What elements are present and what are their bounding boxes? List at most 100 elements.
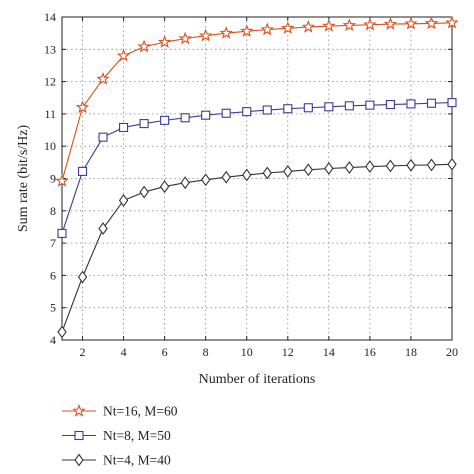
legend-label: Nt=4, M=40	[103, 453, 171, 468]
data-point	[201, 173, 211, 187]
data-point	[303, 103, 313, 113]
data-point	[385, 99, 395, 110]
y-tick-label: 4	[50, 333, 56, 347]
y-tick-label: 14	[44, 10, 56, 24]
data-point	[426, 98, 437, 108]
data-point	[344, 161, 355, 174]
data-point	[283, 104, 293, 114]
data-point	[98, 132, 108, 142]
data-point	[159, 180, 170, 194]
x-tick-label: 20	[446, 345, 458, 359]
data-point	[201, 110, 211, 120]
x-tick-label: 6	[162, 345, 168, 359]
data-point	[75, 100, 90, 114]
data-point	[424, 16, 439, 30]
data-point	[365, 100, 375, 110]
legend: Nt=16, M=60 Nt=8, M=50 Nt=4, M=40	[62, 404, 178, 468]
data-point	[240, 24, 254, 37]
data-point	[77, 270, 88, 284]
data-point	[303, 163, 313, 177]
data-point	[262, 105, 272, 115]
data-point	[447, 157, 457, 171]
y-tick-label: 10	[44, 139, 56, 153]
data-point	[160, 115, 170, 125]
data-point	[57, 228, 67, 238]
x-axis-label: Number of iterations	[199, 372, 316, 387]
data-point	[262, 166, 272, 180]
legend-item: Nt=4, M=40	[62, 453, 171, 468]
data-point	[178, 31, 192, 45]
y-tick-label: 6	[50, 268, 56, 282]
data-point	[96, 71, 110, 85]
y-tick-label: 8	[50, 204, 56, 218]
legend-item: Nt=8, M=50	[62, 428, 171, 443]
data-point	[221, 108, 231, 118]
series-2	[57, 98, 457, 238]
x-tick-label: 14	[323, 345, 335, 359]
data-point	[219, 26, 233, 39]
data-point	[139, 119, 149, 129]
data-point	[324, 162, 334, 175]
grid-lines	[62, 16, 453, 341]
legend-label: Nt=16, M=60	[103, 404, 178, 419]
data-point	[242, 168, 252, 182]
y-tick-label: 5	[50, 301, 56, 315]
data-point	[404, 16, 418, 30]
data-point	[119, 122, 129, 133]
data-point	[283, 164, 293, 178]
axis-ticks: 2 4 6 8 10 12 14 16 18 20 4 5 6 7 8 9 10 11 12 13 14	[44, 10, 458, 359]
x-tick-label: 16	[364, 345, 376, 359]
data-point	[406, 158, 416, 172]
data-point	[324, 102, 334, 112]
data-point	[242, 107, 252, 117]
data-point	[139, 185, 149, 199]
series-3	[57, 157, 457, 339]
data-point	[344, 101, 354, 111]
data-point	[301, 19, 316, 33]
data-point	[221, 170, 231, 184]
data-point	[180, 113, 190, 123]
x-tick-label: 4	[121, 345, 127, 359]
legend-marker	[72, 403, 86, 417]
data-point	[447, 98, 457, 108]
y-tick-label: 11	[44, 107, 56, 121]
data-point	[118, 194, 129, 207]
data-point	[260, 22, 274, 36]
data-point	[385, 159, 396, 173]
y-tick-label: 12	[44, 75, 56, 89]
series-layer	[55, 15, 459, 339]
legend-label: Nt=8, M=50	[103, 428, 171, 443]
data-point	[180, 176, 190, 190]
legend-item: Nt=16, M=60	[62, 404, 178, 419]
series-1	[55, 15, 459, 187]
series-line	[61, 163, 453, 333]
data-point	[57, 325, 67, 339]
data-point	[137, 39, 151, 53]
data-point	[116, 48, 131, 62]
data-point	[365, 160, 375, 173]
data-point	[426, 158, 437, 172]
y-axis-label: Sum rate (bit/s/Hz)	[16, 125, 31, 233]
y-tick-label: 13	[44, 42, 56, 56]
data-point	[98, 222, 108, 236]
legend-marker	[74, 430, 84, 441]
data-point	[406, 99, 416, 109]
data-point	[55, 173, 69, 187]
y-tick-label: 9	[50, 172, 56, 186]
data-point	[363, 17, 377, 31]
data-point	[342, 18, 357, 32]
data-point	[445, 15, 459, 29]
x-tick-label: 8	[203, 345, 209, 359]
x-tick-label: 18	[405, 345, 417, 359]
data-point	[281, 21, 295, 35]
data-point	[77, 166, 88, 176]
data-point	[157, 35, 172, 48]
data-point	[198, 28, 213, 42]
x-tick-label: 12	[282, 345, 294, 359]
x-tick-label: 10	[241, 345, 253, 359]
data-point	[322, 18, 336, 32]
legend-marker	[74, 453, 84, 467]
x-tick-label: 2	[80, 345, 86, 359]
data-point	[383, 17, 398, 30]
